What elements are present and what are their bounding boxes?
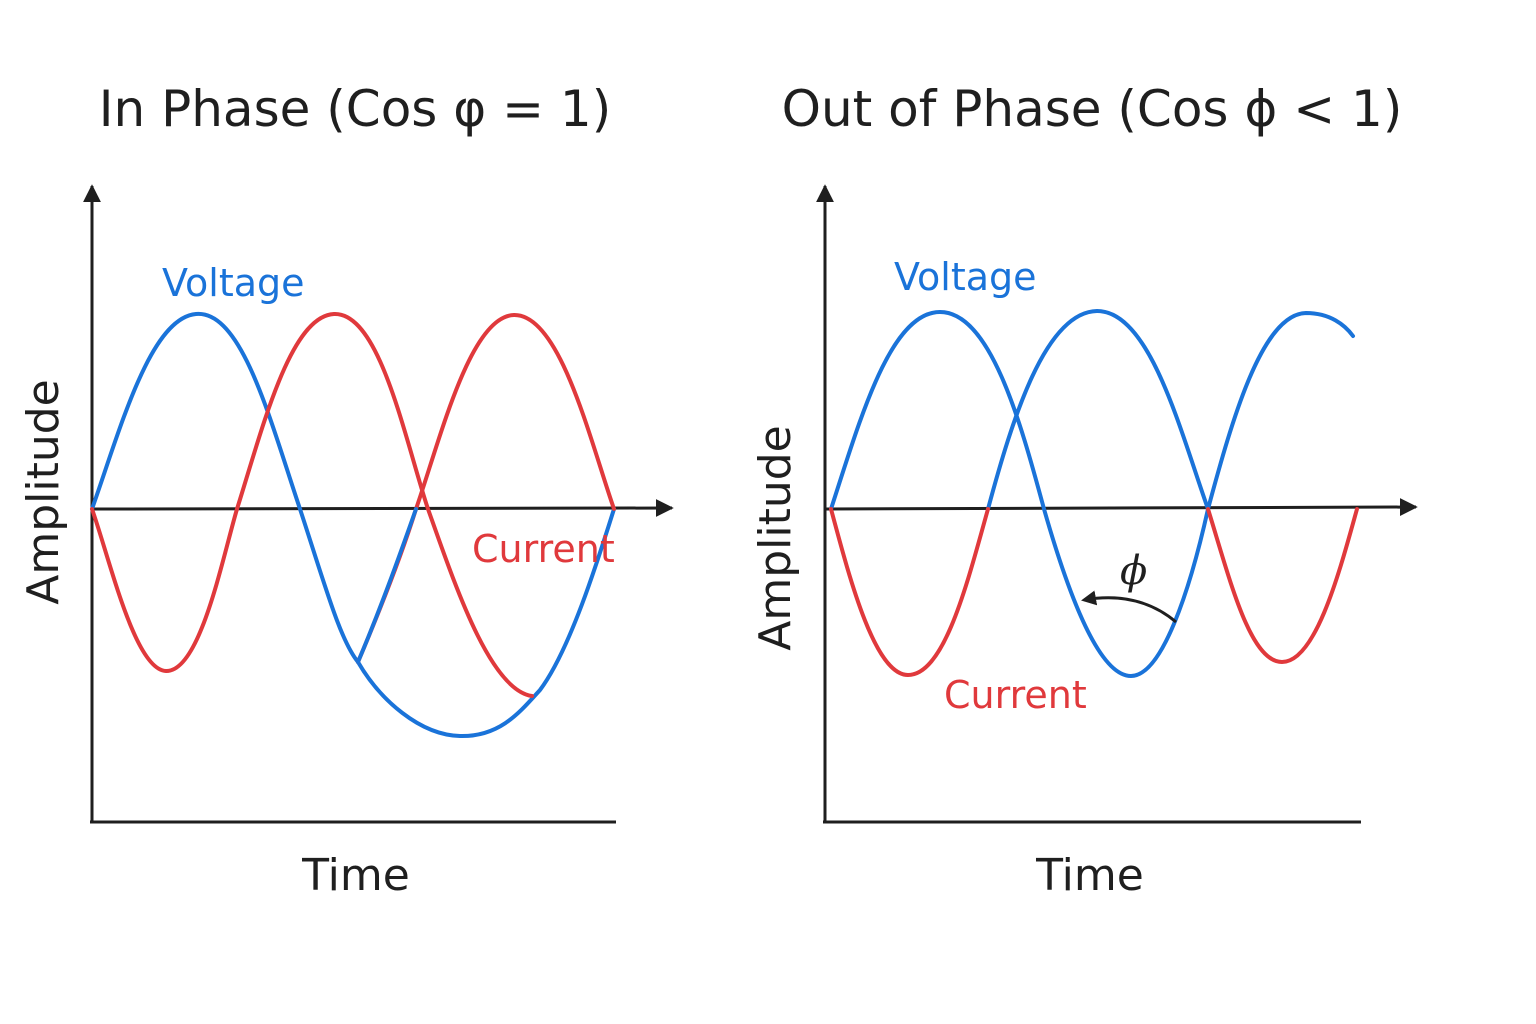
in-phase-time-axis bbox=[91, 499, 674, 518]
in-phase-voltage-branch-blue bbox=[356, 507, 418, 664]
out-of-phase-voltage-wave bbox=[829, 310, 1355, 678]
in-phase-voltage-branch bbox=[356, 312, 616, 664]
in-phase-voltage-wave bbox=[90, 311, 616, 739]
out-of-phase-current-label: Current bbox=[944, 673, 1087, 717]
out-of-phase-time-axis bbox=[824, 498, 1418, 517]
in-phase-current-wave bbox=[90, 311, 534, 698]
phase-angle-arrow bbox=[1081, 590, 1177, 624]
out-of-phase-voltage-label: Voltage bbox=[894, 255, 1037, 299]
out-of-phase-axes bbox=[816, 184, 1418, 824]
in-phase-panel: In Phase (Cos φ = 1) Voltage Current Tim… bbox=[18, 80, 674, 901]
out-of-phase-x-label: Time bbox=[1035, 850, 1144, 901]
out-of-phase-current-wave-tail bbox=[1206, 507, 1359, 664]
out-of-phase-panel: Out of Phase (Cos ϕ < 1) ϕ Voltage Curre… bbox=[750, 80, 1418, 901]
out-of-phase-title: Out of Phase (Cos ϕ < 1) bbox=[782, 80, 1403, 138]
out-of-phase-voltage-rising bbox=[986, 309, 1210, 511]
in-phase-title: In Phase (Cos φ = 1) bbox=[99, 80, 611, 138]
phase-angle-symbol: ϕ bbox=[1120, 548, 1147, 594]
out-of-phase-current-wave bbox=[829, 507, 990, 677]
out-of-phase-y-label: Amplitude bbox=[750, 425, 801, 650]
in-phase-voltage-label: Voltage bbox=[162, 261, 305, 305]
in-phase-x-label: Time bbox=[301, 850, 410, 901]
in-phase-current-label: Current bbox=[472, 527, 615, 571]
in-phase-y-label: Amplitude bbox=[18, 379, 69, 604]
